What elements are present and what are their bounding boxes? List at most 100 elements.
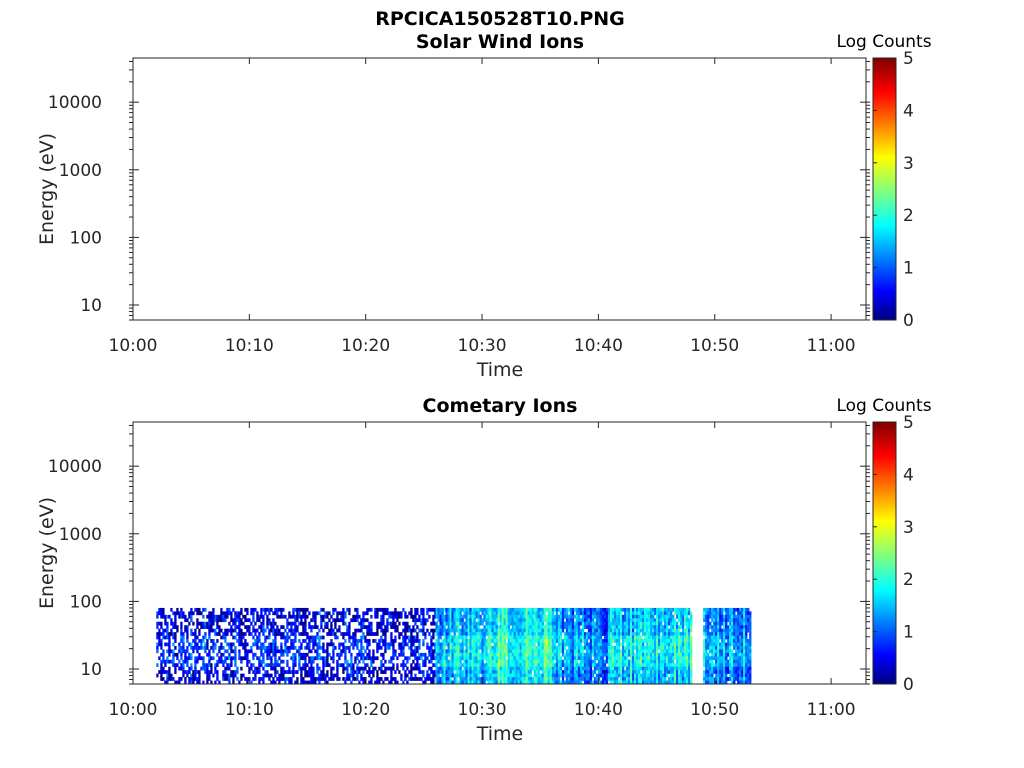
spectrogram-cell [674, 639, 677, 643]
spectrogram-cell [348, 649, 351, 654]
spectrogram-cell [678, 677, 681, 681]
spectrogram-cell [569, 645, 573, 650]
spectrogram-cell [509, 663, 512, 668]
spectrogram-cell [628, 635, 631, 640]
spectrogram-cell [676, 628, 679, 633]
spectrogram-cell [481, 621, 484, 626]
spectrogram-cell [495, 663, 498, 668]
spectrogram-cell [642, 666, 645, 671]
spectrogram-cell [218, 645, 221, 650]
plot-area [132, 57, 867, 321]
spectrogram-cell [246, 656, 249, 661]
spectrogram-cell [537, 621, 540, 626]
spectrogram-cell [260, 652, 263, 657]
spectrogram-cell [676, 632, 679, 636]
spectrogram-cell [656, 639, 659, 643]
spectrogram-cell [551, 618, 555, 623]
x-tick-label: 10:30 [458, 336, 507, 356]
spectrogram-cell [577, 614, 581, 619]
spectrogram-cell [256, 666, 259, 671]
spectrogram-cell [585, 649, 589, 654]
spectrogram-cell [674, 628, 677, 633]
spectrogram-cell [366, 618, 369, 623]
spectrogram-cell [525, 652, 528, 657]
spectrogram-cell [467, 659, 470, 664]
spectrogram-cell [727, 625, 730, 629]
spectrogram-cell [646, 670, 649, 674]
spectrogram-cell [414, 635, 417, 640]
spectrogram-cell [475, 670, 478, 674]
spectrogram-cell [533, 642, 536, 647]
spectrogram-cell [622, 649, 625, 654]
spectrogram-cell [503, 652, 506, 657]
spectrogram-cell [668, 607, 671, 612]
spectrogram-cell [654, 611, 657, 616]
spectrogram-cell [537, 680, 540, 685]
spectrogram-cell [475, 645, 478, 650]
spectrogram-cell [577, 632, 581, 636]
spectrogram-cell [717, 659, 720, 664]
spectrogram-cell [684, 652, 687, 657]
spectrogram-cell [731, 677, 734, 681]
spectrogram-cell [638, 632, 641, 636]
spectrogram-cell [648, 628, 651, 633]
spectrogram-cell [616, 639, 619, 643]
spectrogram-cell [731, 611, 734, 616]
spectrogram-cell [626, 632, 629, 636]
spectrogram-cell [648, 659, 651, 664]
spectrogram-cell [272, 642, 275, 647]
spectrogram-cell [202, 659, 205, 664]
spectrogram-cell [565, 670, 569, 674]
spectrogram-cell [276, 614, 279, 619]
spectrogram-cell [384, 639, 387, 643]
spectrogram-cell [511, 618, 514, 623]
spectrogram-cell [605, 652, 609, 657]
spectrogram-cell [326, 632, 329, 636]
spectrogram-cell [511, 659, 514, 664]
spectrogram-cell [294, 618, 297, 623]
spectrogram-cell [603, 628, 607, 633]
spectrogram-cell [176, 607, 179, 612]
spectrogram-cell [707, 659, 710, 664]
spectrogram-cell [664, 680, 667, 685]
spectrogram-cell [489, 642, 492, 647]
spectrogram-cell [204, 663, 207, 668]
spectrogram-cell [555, 632, 559, 636]
spectrogram-cell [654, 642, 657, 647]
spectrogram-cell [200, 639, 203, 643]
spectrogram-cell [509, 659, 512, 664]
spectrogram-cell [543, 645, 546, 650]
spectrogram-cell [497, 656, 500, 661]
spectrogram-cell [636, 607, 639, 612]
spectrogram-cell [318, 677, 321, 681]
spectrogram-cell [662, 656, 665, 661]
spectrogram-cell [418, 639, 421, 643]
spectrogram-cell [601, 677, 605, 681]
spectrogram-cell [605, 666, 609, 671]
spectrogram-cell [597, 659, 601, 664]
spectrogram-cell [688, 663, 691, 668]
spectrogram-cell [672, 666, 675, 671]
spectrogram-cell [268, 673, 271, 678]
spectrogram-cell [348, 628, 351, 633]
spectrogram-cell [717, 673, 720, 678]
spectrogram-cell [166, 635, 169, 640]
spectrogram-cell [553, 649, 557, 654]
spectrogram-cell [453, 659, 456, 664]
spectrogram-cell [338, 628, 341, 633]
spectrogram-cell [630, 611, 633, 616]
spectrogram-cell [573, 607, 577, 612]
spectrogram-cell [266, 621, 269, 626]
spectrogram-cell [593, 614, 597, 619]
spectrogram-cell [360, 666, 363, 671]
spectrogram-cell [394, 607, 397, 612]
spectrogram-cell [430, 652, 433, 657]
spectrogram-cell [666, 632, 669, 636]
spectrogram-cell [274, 645, 277, 650]
spectrogram-cell [266, 652, 269, 657]
spectrogram-cell [587, 652, 591, 657]
spectrogram-cell [563, 642, 567, 647]
spectrogram-cell [465, 621, 468, 626]
spectrogram-cell [567, 670, 571, 674]
spectrogram-cell [573, 673, 577, 678]
